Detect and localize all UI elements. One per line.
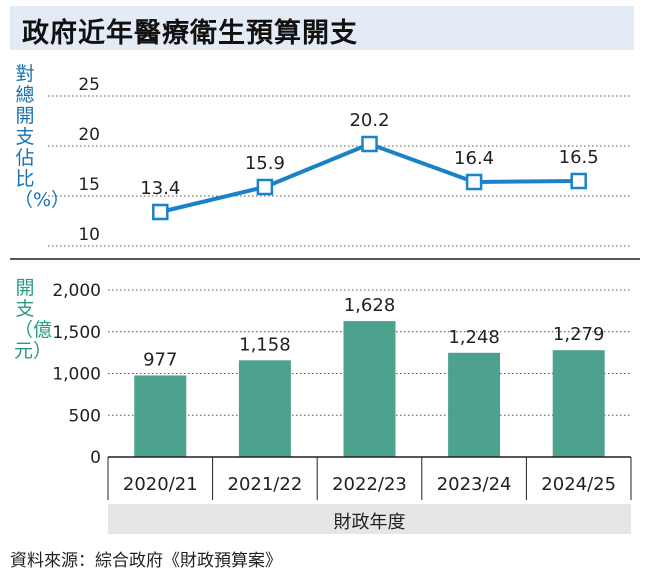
title-bar: 政府近年醫療衛生預算開支 xyxy=(10,6,634,50)
line-y-tick-label: 20 xyxy=(78,125,100,145)
bar xyxy=(448,352,501,457)
bar-y-tick-label: 500 xyxy=(69,406,101,426)
source-note: 資料來源：綜合政府《財政預算案》 xyxy=(10,551,282,571)
line-value-label: 16.4 xyxy=(454,148,494,169)
bar-y-tick-label: 1,000 xyxy=(52,365,101,385)
line-value-label: 13.4 xyxy=(140,178,180,199)
bar-y-tick-label: 0 xyxy=(90,448,101,468)
line-point xyxy=(465,173,483,191)
line-y-tick-label: 25 xyxy=(78,75,100,95)
line-point xyxy=(570,172,587,190)
x-tick-label: 2024/25 xyxy=(541,474,616,495)
line-value-label: 16.5 xyxy=(559,147,599,168)
line-y-tick-label: 15 xyxy=(78,175,100,195)
x-axis-title: 財政年度 xyxy=(333,512,406,533)
bar-value-label: 977 xyxy=(143,349,177,370)
x-tick-label: 2022/23 xyxy=(332,474,407,495)
bar-y-tick-label: 2,000 xyxy=(52,281,101,301)
line-point xyxy=(256,178,274,196)
x-tick-label: 2020/21 xyxy=(123,474,198,495)
bar xyxy=(238,360,291,457)
x-axis-band: 財政年度 xyxy=(108,504,631,534)
bar xyxy=(343,321,396,457)
bar-value-label: 1,628 xyxy=(344,295,396,316)
chart-title: 政府近年醫療衛生預算開支 xyxy=(22,18,358,49)
line-value-label: 15.9 xyxy=(245,153,285,174)
x-tick-label: 2021/22 xyxy=(228,474,303,495)
x-tick-label: 2023/24 xyxy=(437,474,512,495)
bar-value-label: 1,248 xyxy=(448,327,500,348)
bar-value-label: 1,279 xyxy=(553,324,605,345)
bar-value-label: 1,158 xyxy=(239,334,291,355)
line-point xyxy=(361,135,378,153)
line-point xyxy=(152,203,169,221)
line-value-label: 20.2 xyxy=(349,110,389,131)
bar xyxy=(552,350,605,457)
line-y-tick-label: 10 xyxy=(78,225,100,245)
bar-y-tick-label: 1,500 xyxy=(52,323,101,343)
line-series xyxy=(159,142,579,214)
bar xyxy=(134,375,187,457)
